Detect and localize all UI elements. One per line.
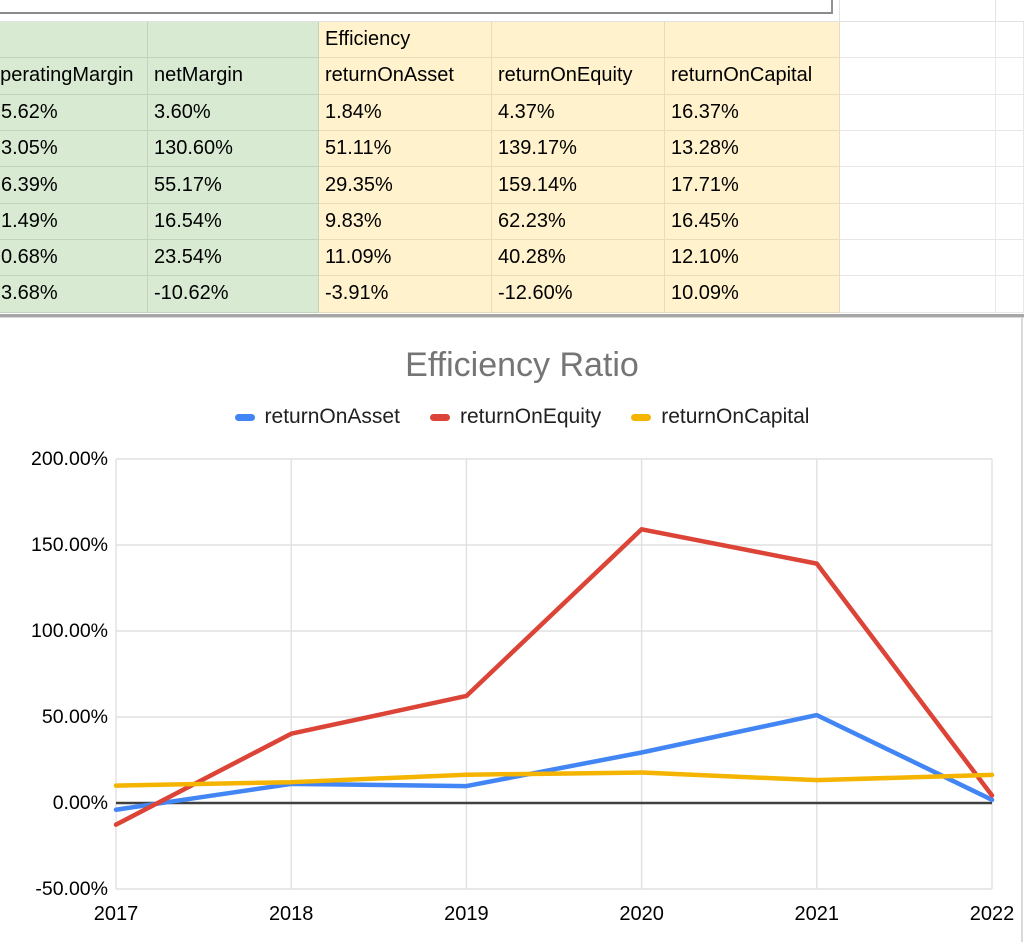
cell-return-on-asset[interactable]: 29.35% <box>319 167 492 204</box>
cell[interactable] <box>840 58 996 95</box>
cell-return-on-equity[interactable]: 159.14% <box>492 167 665 204</box>
chart-legend: returnOnAsset returnOnEquity returnOnCap… <box>20 402 1024 432</box>
legend-label: returnOnAsset <box>264 405 400 428</box>
cell[interactable] <box>996 22 1024 58</box>
x-axis-tick-label: 2018 <box>268 903 314 925</box>
legend-label: returnOnCapital <box>661 405 810 428</box>
y-axis-tick-label: 0.00% <box>52 792 108 814</box>
y-axis-tick-label: 150.00% <box>31 534 108 556</box>
cell-return-on-equity[interactable]: -12.60% <box>492 276 665 313</box>
y-axis-tick-label: 50.00% <box>41 706 108 728</box>
chart-top-border <box>0 314 1024 317</box>
cell-return-on-asset[interactable]: -3.91% <box>319 276 492 313</box>
y-axis-tick-label: 200.00% <box>31 448 108 470</box>
cell-return-on-capital[interactable]: 16.37% <box>665 94 840 132</box>
legend-item-return-on-capital[interactable]: returnOnCapital <box>631 405 809 429</box>
x-axis-tick-label: 2022 <box>969 903 1015 925</box>
chart-title: Efficiency Ratio <box>405 346 639 384</box>
spreadsheet-region[interactable]: Efficiency operatingMargin netMargin ret… <box>0 0 1024 318</box>
cell-operating-margin[interactable]: 3.68% <box>0 276 148 313</box>
x-axis-tick-label: 2020 <box>619 903 664 925</box>
chart-object-right-border <box>1021 318 1023 942</box>
cell-return-on-equity[interactable]: 139.17% <box>492 131 665 168</box>
cell-return-on-asset[interactable]: 11.09% <box>319 240 492 277</box>
cell-net-margin[interactable]: 55.17% <box>148 167 319 204</box>
chart-object-above-edge[interactable] <box>0 0 833 14</box>
cell[interactable] <box>840 22 996 58</box>
cell[interactable] <box>996 240 1024 277</box>
column-header-net-margin[interactable]: netMargin <box>148 58 319 95</box>
cell[interactable] <box>996 167 1024 204</box>
cell-operating-margin[interactable]: 0.68% <box>0 240 148 277</box>
cell[interactable] <box>996 94 1024 132</box>
cell-return-on-capital[interactable]: 17.71% <box>665 167 840 204</box>
column-header-return-on-equity[interactable]: returnOnEquity <box>492 58 665 95</box>
column-header-return-on-asset[interactable]: returnOnAsset <box>319 58 492 95</box>
cell[interactable] <box>148 22 319 58</box>
cell-net-margin[interactable]: 16.54% <box>148 203 319 240</box>
cell[interactable] <box>996 203 1024 240</box>
legend-item-return-on-equity[interactable]: returnOnEquity <box>429 405 602 429</box>
column-header-return-on-capital[interactable]: returnOnCapital <box>665 58 840 95</box>
column-header-label: operatingMargin <box>0 64 134 87</box>
legend-swatch-blue <box>234 413 255 421</box>
cell-return-on-asset[interactable]: 1.84% <box>319 94 492 132</box>
cell-return-on-equity[interactable]: 4.37% <box>492 94 665 132</box>
cell[interactable] <box>840 240 996 277</box>
cell-operating-margin[interactable]: 6.39% <box>0 167 148 204</box>
y-axis-tick-label: -50.00% <box>35 878 108 900</box>
x-axis-tick-label: 2017 <box>93 903 139 925</box>
y-axis-tick-label: 100.00% <box>31 620 108 642</box>
cell-return-on-equity[interactable]: 62.23% <box>492 203 665 240</box>
cell[interactable] <box>665 22 840 58</box>
cell-net-margin[interactable]: -10.62% <box>148 276 319 313</box>
cell-net-margin[interactable]: 23.54% <box>148 240 319 277</box>
column-header-operating-margin[interactable]: operatingMargin <box>0 58 148 95</box>
cell-return-on-asset[interactable]: 9.83% <box>319 203 492 240</box>
cell[interactable] <box>996 131 1024 168</box>
cell[interactable] <box>840 131 996 168</box>
cell-operating-margin[interactable]: 1.49% <box>0 203 148 240</box>
cell[interactable] <box>840 203 996 240</box>
cell-return-on-asset[interactable]: 51.11% <box>319 131 492 168</box>
cell[interactable] <box>840 276 996 313</box>
group-header-efficiency[interactable]: Efficiency <box>319 22 492 58</box>
cell-grid[interactable]: Efficiency operatingMargin netMargin ret… <box>0 21 1024 313</box>
legend-label: returnOnEquity <box>459 405 602 428</box>
x-axis-tick-label: 2021 <box>794 903 840 925</box>
cell-return-on-capital[interactable]: 16.45% <box>665 203 840 240</box>
cell-operating-margin[interactable]: 5.62% <box>0 94 148 132</box>
gridline-vertical <box>995 0 996 21</box>
cell[interactable] <box>996 58 1024 95</box>
chart-top-border-shadow <box>0 317 1024 318</box>
cell[interactable] <box>840 94 996 132</box>
cell-net-margin[interactable]: 3.60% <box>148 94 319 132</box>
cell-operating-margin[interactable]: 3.05% <box>0 131 148 168</box>
cell[interactable] <box>0 22 148 58</box>
cell-return-on-capital[interactable]: 12.10% <box>665 240 840 277</box>
efficiency-ratio-chart[interactable]: Efficiency Ratio returnOnAsset returnOnE… <box>0 318 1024 942</box>
cell-net-margin[interactable]: 130.60% <box>148 131 319 168</box>
legend-swatch-yellow <box>631 413 652 421</box>
x-axis-tick-label: 2019 <box>444 903 489 925</box>
cell-return-on-equity[interactable]: 40.28% <box>492 240 665 277</box>
cell[interactable] <box>996 276 1024 313</box>
gridline-vertical <box>839 0 840 21</box>
cell-return-on-capital[interactable]: 13.28% <box>665 131 840 168</box>
legend-swatch-red <box>429 413 450 421</box>
cell[interactable] <box>840 167 996 204</box>
cell[interactable] <box>492 22 665 58</box>
cell-return-on-capital[interactable]: 10.09% <box>665 276 840 313</box>
legend-item-return-on-asset[interactable]: returnOnAsset <box>234 405 400 429</box>
